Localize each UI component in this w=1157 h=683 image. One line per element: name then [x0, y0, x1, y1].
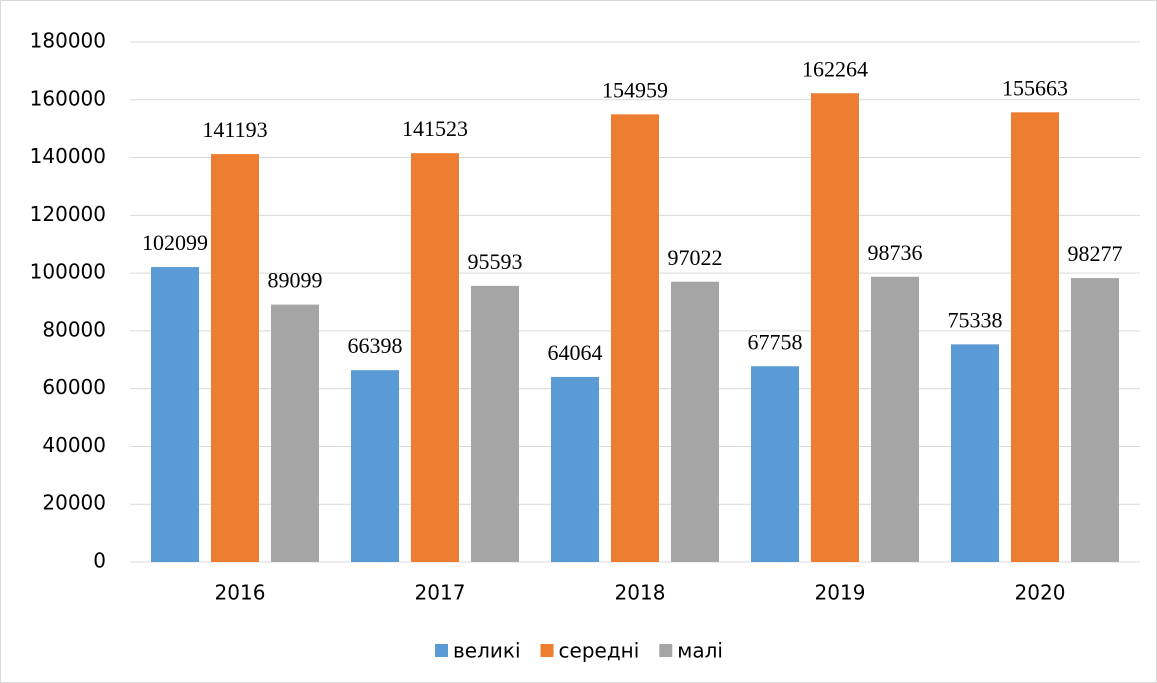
bar [811, 93, 859, 562]
x-tick-label: 2018 [615, 581, 666, 605]
bar [211, 154, 259, 562]
bar [151, 267, 199, 562]
x-tick-label: 2020 [1015, 581, 1066, 605]
bar [471, 285, 519, 562]
y-tick-label: 160000 [30, 86, 106, 110]
bar [751, 366, 799, 562]
value-label: 89099 [268, 268, 323, 293]
bar [271, 304, 319, 562]
value-label: 155663 [1002, 75, 1068, 100]
value-label: 97022 [668, 245, 723, 270]
value-label: 154959 [602, 77, 668, 102]
value-label: 141193 [202, 117, 267, 142]
x-tick-label: 2019 [815, 581, 866, 605]
legend-swatch [435, 644, 448, 657]
legend-swatch [540, 644, 554, 657]
legend-label: середні [559, 639, 640, 663]
y-tick-label: 180000 [30, 29, 106, 53]
y-tick-label: 80000 [42, 317, 106, 341]
value-label: 162264 [802, 56, 868, 81]
value-label: 66398 [348, 333, 403, 358]
value-label: 102099 [142, 230, 208, 255]
value-label: 141523 [402, 116, 468, 141]
value-label: 95593 [468, 249, 523, 274]
legend-label: великі [453, 639, 521, 663]
bar [351, 370, 399, 562]
y-tick-label: 120000 [30, 202, 106, 226]
y-tick-label: 140000 [30, 144, 106, 168]
x-tick-label: 2016 [215, 581, 266, 605]
legend-label: малі [677, 639, 723, 663]
value-label: 75338 [948, 307, 1003, 332]
x-tick-label: 2017 [415, 581, 466, 605]
bar [1071, 278, 1119, 562]
bar [671, 281, 719, 562]
y-tick-label: 20000 [42, 491, 106, 515]
y-tick-label: 0 [93, 549, 106, 573]
value-label: 98736 [868, 240, 923, 265]
value-label: 67758 [748, 329, 803, 354]
bar [1011, 112, 1059, 563]
y-tick-label: 40000 [42, 433, 106, 457]
bar [611, 114, 659, 562]
bar [871, 276, 919, 562]
y-tick-label: 60000 [42, 375, 106, 399]
value-label: 64064 [548, 340, 603, 365]
value-label: 98277 [1068, 241, 1123, 266]
bar [411, 153, 459, 563]
y-tick-label: 100000 [30, 260, 106, 284]
legend-swatch [659, 644, 673, 657]
bar [551, 376, 599, 562]
bar [951, 344, 999, 562]
